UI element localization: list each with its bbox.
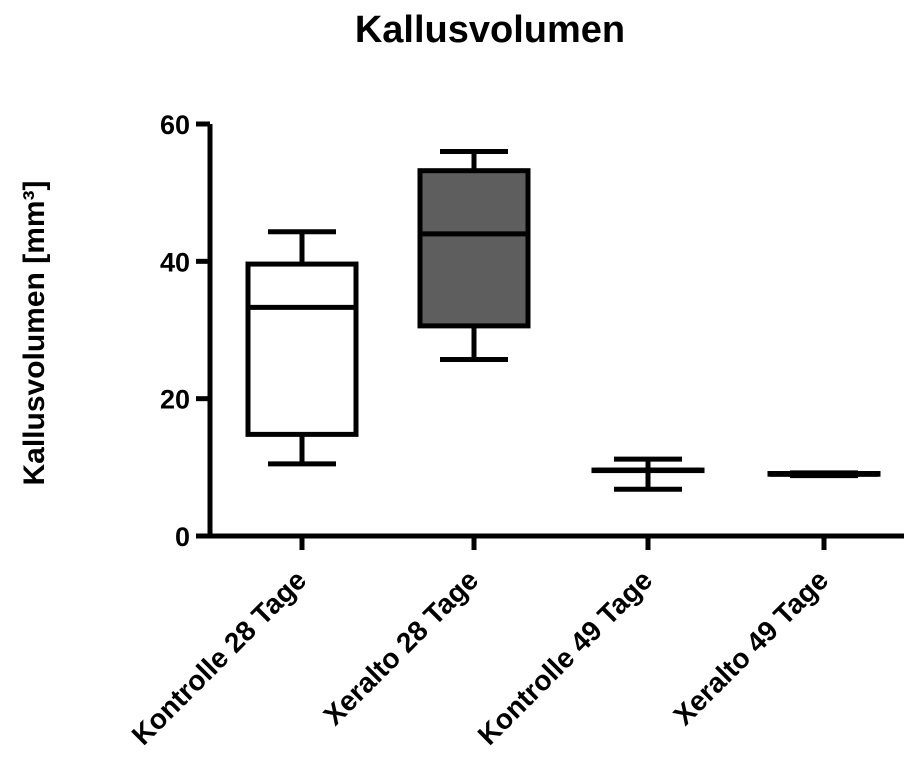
- y-tick-label: 20: [160, 385, 190, 415]
- category-label: Kontrolle 28 Tage: [126, 564, 313, 751]
- category-label: Xeralto 28 Tage: [317, 564, 484, 731]
- boxes: [245, 148, 881, 492]
- y-tick-label: 60: [160, 110, 190, 140]
- category-label: Xeralto 49 Tage: [667, 564, 834, 731]
- iqr-box: [417, 168, 531, 329]
- box-2: [417, 148, 531, 363]
- iqr-box: [245, 261, 359, 437]
- y-axis-label: Kallusvolumen [mm³]: [18, 180, 51, 485]
- category-label: Kontrolle 49 Tage: [472, 564, 659, 751]
- y-tick-label: 40: [160, 247, 190, 277]
- chart-title: Kallusvolumen: [355, 9, 625, 51]
- y-tick-label: 0: [175, 522, 190, 552]
- box-3: [591, 456, 705, 492]
- box-1: [245, 229, 359, 467]
- box-4: [767, 470, 881, 479]
- x-categories: Kontrolle 28 Tage Xeralto 28 TageKontroll…: [126, 536, 834, 751]
- y-ticks: 0 20 40 60: [160, 110, 210, 552]
